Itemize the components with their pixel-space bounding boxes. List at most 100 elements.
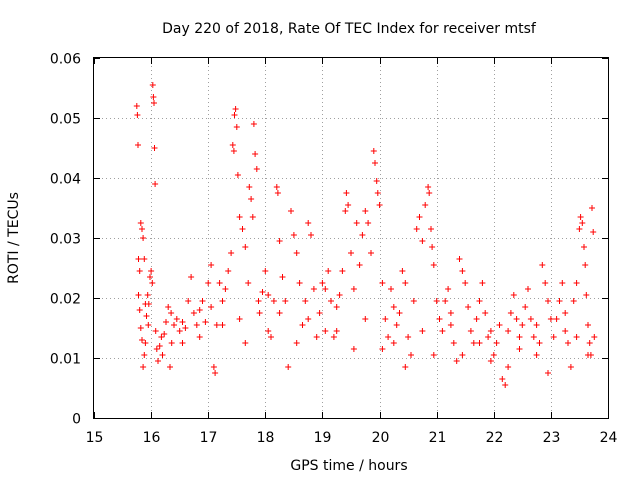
data-point [585, 352, 591, 358]
data-point [372, 160, 378, 166]
data-point [330, 334, 337, 340]
data-point [310, 286, 317, 292]
data-point [343, 190, 350, 196]
data-point [482, 310, 489, 316]
data-point [168, 340, 175, 346]
data-point [376, 202, 383, 208]
data-point [385, 334, 392, 340]
data-point [430, 262, 437, 268]
data-point [382, 316, 389, 322]
data-point [583, 292, 590, 298]
x-tick-label: 19 [314, 430, 332, 446]
data-point [505, 328, 512, 334]
data-point [276, 238, 283, 244]
data-point [228, 250, 235, 256]
data-point [374, 190, 381, 196]
data-point [425, 184, 432, 190]
data-point [439, 328, 446, 334]
data-point [150, 94, 157, 100]
data-point [585, 322, 591, 328]
data-point [402, 280, 409, 286]
data-point [288, 208, 294, 214]
x-tick-label: 21 [429, 430, 447, 446]
data-point [519, 322, 526, 328]
data-point [450, 340, 457, 346]
data-point [527, 316, 534, 322]
data-point [473, 316, 480, 322]
data-point [293, 340, 300, 346]
data-point [196, 334, 203, 340]
data-point [408, 352, 414, 358]
y-tick-label: 0.02 [50, 292, 81, 308]
data-point [276, 310, 283, 316]
data-point [426, 190, 433, 196]
data-point [159, 352, 166, 358]
data-point [589, 205, 595, 211]
data-point [144, 292, 151, 298]
data-point [308, 232, 314, 238]
data-point [219, 322, 226, 328]
data-point [135, 256, 142, 262]
data-point [433, 298, 440, 304]
data-point [493, 340, 500, 346]
data-point [148, 268, 155, 274]
data-point [456, 256, 463, 262]
data-point [156, 343, 163, 349]
data-point [273, 184, 280, 190]
data-point [422, 202, 429, 208]
data-point [590, 229, 597, 235]
data-point [216, 280, 223, 286]
data-point [319, 280, 326, 286]
data-point [436, 316, 443, 322]
data-point [322, 328, 329, 334]
data-point [373, 178, 380, 184]
data-point [507, 310, 514, 316]
data-point [359, 232, 366, 238]
data-point [133, 103, 140, 109]
data-point [562, 310, 569, 316]
data-point [305, 316, 312, 322]
data-point [163, 319, 169, 325]
data-point [236, 316, 243, 322]
data-point [255, 298, 262, 304]
data-point [190, 310, 197, 316]
data-point [233, 124, 240, 130]
data-point [502, 382, 509, 388]
data-point [505, 364, 512, 370]
data-point [147, 274, 153, 280]
data-point [230, 148, 237, 154]
data-point [135, 142, 141, 148]
data-point [533, 352, 540, 358]
x-tick-label: 23 [543, 430, 561, 446]
data-point [525, 286, 531, 292]
data-point [513, 316, 520, 322]
data-point [516, 346, 523, 352]
data-point [510, 292, 517, 298]
data-point [390, 340, 397, 346]
data-point [591, 334, 598, 340]
x-tick-label: 16 [143, 430, 161, 446]
data-point [459, 268, 466, 274]
x-tick-label: 24 [600, 430, 618, 446]
data-point [139, 226, 145, 232]
data-point [445, 286, 452, 292]
data-point [256, 310, 263, 316]
data-point [202, 319, 209, 325]
data-point [379, 346, 386, 352]
data-point [536, 340, 543, 346]
data-point [542, 280, 549, 286]
data-point [429, 244, 436, 250]
data-point [185, 298, 192, 304]
data-point [232, 106, 239, 112]
data-point [210, 364, 217, 370]
data-point [442, 298, 449, 304]
data-point [350, 346, 357, 352]
data-point [365, 220, 372, 226]
data-point [350, 286, 357, 292]
data-point [322, 286, 329, 292]
data-point [570, 298, 577, 304]
data-point [231, 112, 238, 118]
data-point [556, 298, 563, 304]
data-point [553, 316, 560, 322]
data-point [137, 325, 144, 331]
